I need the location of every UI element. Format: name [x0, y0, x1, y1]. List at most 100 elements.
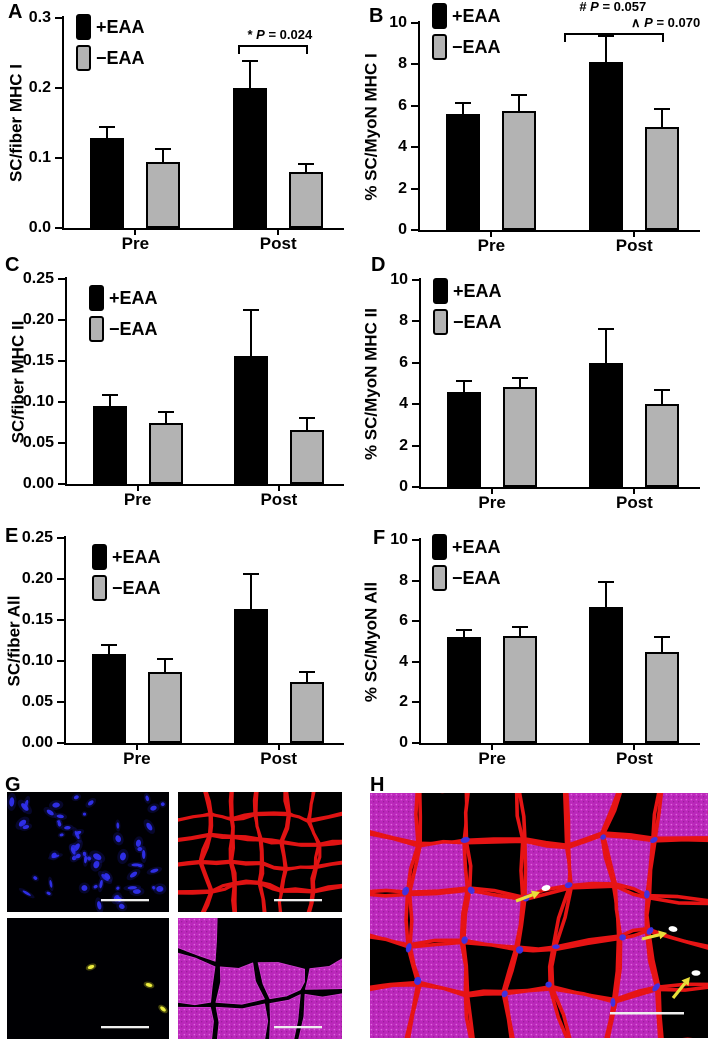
error-bar-stem — [106, 126, 109, 140]
muscle-fiber-outline — [229, 860, 264, 885]
x-tick-label: Pre — [123, 749, 151, 768]
legend-label: +EAA — [453, 280, 502, 301]
bar-plus-eaa-pre — [90, 138, 125, 228]
x-tick-label: Pre — [123, 490, 152, 509]
scale-bar — [101, 1026, 149, 1029]
nucleus-dot — [127, 886, 137, 890]
myonucleus — [619, 934, 626, 941]
sig-bracket — [238, 45, 309, 47]
legend-swatch-minus-eaa — [432, 565, 447, 591]
legend: +EAA −EAA — [432, 534, 501, 596]
legend-swatch-plus-eaa — [92, 544, 107, 570]
y-tick — [55, 87, 62, 89]
legend: +EAA −EAA — [433, 278, 502, 340]
error-bar-stem — [463, 630, 466, 639]
micrograph-pax7-cells — [7, 918, 169, 1039]
error-bar-cap — [157, 410, 174, 413]
myonucleus — [467, 886, 475, 894]
legend-label: +EAA — [452, 5, 501, 26]
error-bar-cap — [654, 388, 671, 391]
y-axis-line — [62, 16, 64, 230]
mhc-positive-fiber — [215, 1003, 269, 1039]
error-bar-cap — [598, 580, 615, 583]
error-bar-cap — [298, 162, 315, 165]
legend-label: −EAA — [452, 36, 501, 57]
p-value-text: ∧ P = 0.070 — [631, 15, 701, 30]
bar-minus-eaa-post — [645, 651, 680, 743]
y-tick-label: 6 — [399, 353, 408, 371]
bar-minus-eaa-post — [645, 404, 680, 487]
error-bar-cap — [654, 636, 671, 639]
legend-swatch-minus-eaa — [433, 309, 448, 335]
error-bar-stem — [605, 36, 608, 64]
y-tick — [57, 701, 64, 703]
y-tick-label: 0.20 — [21, 570, 53, 587]
y-tick — [58, 360, 65, 362]
y-tick — [57, 742, 64, 744]
error-bar-cap — [155, 147, 172, 150]
legend: +EAA −EAA — [92, 544, 161, 606]
mhc-positive-fiber — [178, 952, 216, 1006]
muscle-fiber-outline — [233, 881, 266, 912]
error-bar-stem — [661, 108, 664, 128]
myonucleus — [405, 943, 412, 953]
y-tick-label: 0.05 — [22, 434, 54, 451]
y-tick — [412, 660, 419, 663]
muscle-fiber — [370, 793, 420, 846]
nucleus-dot — [82, 812, 87, 816]
y-axis-label: SC/fiber MHC II — [8, 320, 28, 443]
y-tick — [412, 403, 419, 406]
muscle-fiber-outline — [307, 812, 342, 846]
myonucleus — [460, 836, 470, 843]
muscle-fiber — [462, 888, 525, 949]
error-bar-stem — [162, 148, 165, 163]
legend-label: +EAA — [112, 546, 161, 567]
bar-plus-eaa-post — [589, 62, 624, 230]
error-bar-stem — [249, 310, 252, 358]
muscle-fiber — [517, 793, 569, 847]
myonucleus — [564, 882, 573, 888]
nucleus-dot — [116, 886, 120, 890]
y-tick — [412, 620, 419, 623]
y-axis-line — [419, 278, 421, 489]
muscle-fiber — [463, 793, 525, 843]
y-tick-label: 0 — [398, 221, 407, 238]
nucleus-dot — [131, 863, 140, 867]
x-tick — [490, 232, 493, 237]
muscle-fiber-outline — [307, 885, 342, 912]
y-tick — [412, 486, 419, 488]
x-tick-label: Post — [259, 234, 297, 253]
y-tick — [411, 229, 418, 231]
y-axis-label: % SC/MyoN All — [361, 581, 381, 702]
error-bar-cap — [100, 643, 117, 646]
mhc-positive-fiber — [178, 1006, 214, 1039]
mhc-positive-fiber — [178, 918, 218, 962]
y-tick — [411, 187, 418, 190]
legend: +EAA −EAA — [432, 3, 501, 65]
sig-bracket-end — [564, 33, 567, 42]
panel-letter-f: F — [373, 527, 386, 549]
panel-h-micrograph: H — [355, 765, 709, 1043]
x-tick — [491, 489, 494, 494]
panel-letter-c: C — [5, 254, 20, 276]
myonucleus — [652, 983, 660, 992]
muscle-fiber — [566, 833, 616, 888]
micrograph-fiber-borders — [178, 792, 342, 912]
error-bar-stem — [518, 95, 521, 112]
x-axis-line — [65, 484, 344, 486]
nucleus-dot — [159, 887, 163, 891]
bar-minus-eaa-pre — [503, 386, 538, 487]
legend: +EAA −EAA — [89, 285, 158, 347]
y-axis-label: % SC/MyoN MHC I — [361, 52, 381, 201]
legend-swatch-minus-eaa — [89, 316, 104, 342]
bar-minus-eaa-pre — [148, 422, 183, 484]
muscle-fiber — [613, 884, 650, 938]
error-bar-cap — [242, 309, 259, 312]
nucleus-dot — [137, 847, 143, 852]
y-tick — [57, 578, 64, 580]
nucleus-dot — [93, 853, 102, 861]
x-tick-label: Pre — [478, 493, 506, 512]
y-tick — [412, 539, 419, 541]
muscle-fiber — [645, 896, 708, 949]
y-tick — [55, 157, 62, 159]
